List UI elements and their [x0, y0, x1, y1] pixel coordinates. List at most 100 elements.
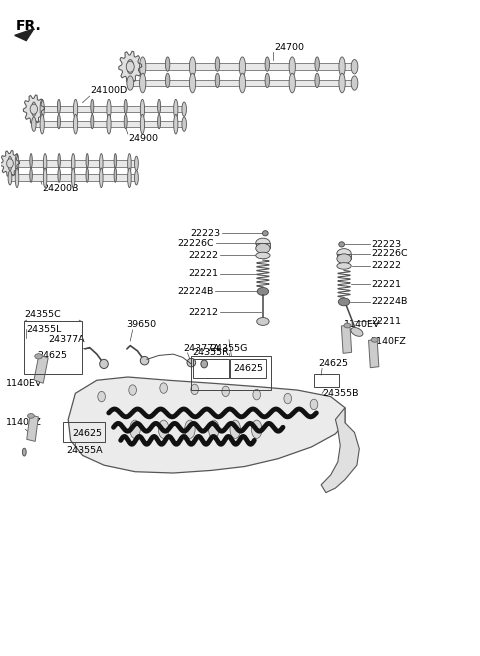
- Text: 22224B: 22224B: [177, 287, 213, 296]
- Ellipse shape: [338, 298, 350, 306]
- Ellipse shape: [158, 420, 169, 438]
- Ellipse shape: [58, 154, 60, 168]
- Text: 1140EV: 1140EV: [6, 379, 43, 388]
- Ellipse shape: [72, 154, 75, 173]
- Text: 1140FZ: 1140FZ: [371, 337, 407, 346]
- Ellipse shape: [107, 99, 111, 119]
- Ellipse shape: [140, 99, 144, 119]
- Ellipse shape: [337, 262, 351, 269]
- Text: 22224B: 22224B: [372, 297, 408, 306]
- Bar: [256, 243, 270, 249]
- Ellipse shape: [256, 238, 270, 248]
- Circle shape: [284, 394, 291, 404]
- Ellipse shape: [157, 114, 161, 129]
- Ellipse shape: [339, 73, 345, 93]
- Ellipse shape: [351, 76, 358, 91]
- Polygon shape: [321, 407, 360, 493]
- Ellipse shape: [140, 57, 146, 77]
- Circle shape: [7, 159, 13, 168]
- Text: 22211: 22211: [372, 317, 402, 326]
- Text: 24625: 24625: [319, 359, 349, 369]
- Ellipse shape: [265, 73, 270, 88]
- Text: 24355R: 24355R: [193, 348, 229, 357]
- Ellipse shape: [27, 413, 35, 419]
- Ellipse shape: [15, 168, 19, 188]
- Ellipse shape: [256, 252, 270, 258]
- Ellipse shape: [130, 420, 140, 438]
- Ellipse shape: [127, 60, 133, 74]
- Text: 24355C: 24355C: [24, 310, 61, 319]
- Ellipse shape: [86, 168, 88, 182]
- Text: 24355L: 24355L: [26, 325, 61, 334]
- Ellipse shape: [190, 57, 196, 77]
- Ellipse shape: [40, 114, 44, 134]
- Ellipse shape: [58, 168, 60, 182]
- Polygon shape: [369, 339, 379, 368]
- Ellipse shape: [344, 323, 351, 328]
- Ellipse shape: [124, 99, 127, 113]
- Ellipse shape: [208, 420, 219, 438]
- Ellipse shape: [91, 99, 94, 113]
- Bar: [314, 374, 339, 387]
- Ellipse shape: [252, 420, 262, 438]
- Polygon shape: [341, 325, 352, 354]
- Text: 22223: 22223: [190, 229, 220, 237]
- Polygon shape: [119, 51, 142, 82]
- Ellipse shape: [351, 327, 363, 337]
- Ellipse shape: [58, 114, 60, 129]
- Bar: [10, 160, 136, 167]
- Ellipse shape: [32, 117, 36, 131]
- Bar: [230, 359, 266, 379]
- Circle shape: [160, 383, 168, 394]
- Circle shape: [30, 104, 37, 114]
- Ellipse shape: [134, 171, 138, 185]
- Ellipse shape: [185, 420, 195, 438]
- Ellipse shape: [73, 99, 78, 119]
- Ellipse shape: [263, 231, 268, 236]
- Ellipse shape: [315, 73, 319, 88]
- Text: 24900: 24900: [128, 134, 158, 143]
- Ellipse shape: [128, 168, 131, 188]
- Ellipse shape: [157, 99, 161, 113]
- Circle shape: [310, 400, 318, 409]
- Ellipse shape: [91, 114, 94, 129]
- Ellipse shape: [190, 73, 196, 93]
- Ellipse shape: [8, 156, 12, 171]
- Ellipse shape: [140, 73, 146, 93]
- Ellipse shape: [339, 242, 345, 247]
- Ellipse shape: [35, 354, 42, 359]
- Bar: [130, 80, 355, 87]
- Ellipse shape: [182, 102, 186, 116]
- Ellipse shape: [99, 154, 103, 173]
- Ellipse shape: [337, 249, 351, 258]
- Text: 24200B: 24200B: [42, 184, 79, 194]
- Ellipse shape: [289, 57, 295, 77]
- Polygon shape: [68, 377, 345, 473]
- Polygon shape: [24, 95, 44, 123]
- Text: 22226C: 22226C: [178, 239, 214, 247]
- Text: 22223: 22223: [372, 240, 402, 249]
- Ellipse shape: [140, 356, 149, 365]
- Ellipse shape: [257, 318, 269, 325]
- Bar: [34, 106, 184, 112]
- Text: 22222: 22222: [372, 262, 402, 270]
- Ellipse shape: [140, 114, 144, 134]
- Ellipse shape: [43, 168, 47, 188]
- Text: 24355A: 24355A: [66, 445, 102, 455]
- Text: 24625: 24625: [72, 429, 102, 438]
- Ellipse shape: [30, 154, 32, 168]
- Ellipse shape: [166, 57, 170, 72]
- Ellipse shape: [215, 73, 220, 88]
- Ellipse shape: [8, 171, 12, 185]
- Bar: [130, 64, 355, 70]
- Ellipse shape: [134, 156, 138, 171]
- Text: 22222: 22222: [188, 251, 218, 260]
- Ellipse shape: [239, 57, 246, 77]
- Ellipse shape: [289, 73, 295, 93]
- Circle shape: [129, 385, 136, 396]
- Ellipse shape: [230, 420, 240, 438]
- Circle shape: [126, 61, 134, 72]
- Bar: [24, 321, 82, 374]
- Ellipse shape: [23, 448, 26, 456]
- Circle shape: [98, 392, 106, 402]
